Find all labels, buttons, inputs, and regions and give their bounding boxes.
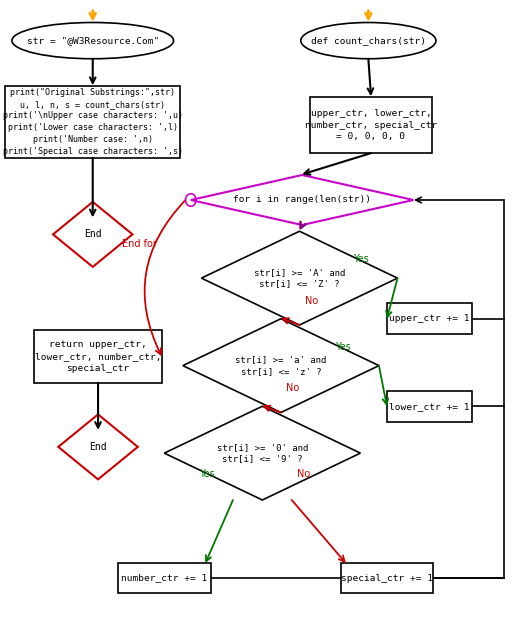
Text: upper_ctr, lower_ctr,
number_ctr, special_ctr
= 0, 0, 0, 0: upper_ctr, lower_ctr, number_ctr, specia… <box>305 109 437 141</box>
FancyBboxPatch shape <box>310 97 432 153</box>
Polygon shape <box>53 202 132 267</box>
Ellipse shape <box>301 22 436 59</box>
Text: Yes: Yes <box>199 469 214 479</box>
Text: upper_ctr += 1: upper_ctr += 1 <box>389 314 470 323</box>
FancyBboxPatch shape <box>5 86 180 158</box>
FancyBboxPatch shape <box>340 563 433 593</box>
FancyBboxPatch shape <box>387 391 472 422</box>
Ellipse shape <box>12 22 173 59</box>
Polygon shape <box>183 319 379 412</box>
Text: special_ctr += 1: special_ctr += 1 <box>341 574 433 582</box>
Text: No: No <box>305 296 318 306</box>
Text: End: End <box>84 229 102 239</box>
Text: str[i] >= 'a' and
str[i] <= 'z' ?: str[i] >= 'a' and str[i] <= 'z' ? <box>235 355 326 376</box>
Text: Yes: Yes <box>335 342 350 352</box>
Text: def count_chars(str): def count_chars(str) <box>311 36 426 45</box>
Text: print("Original Substrings:",str)
u, l, n, s = count_chars(str)
print('\nUpper c: print("Original Substrings:",str) u, l, … <box>3 88 183 156</box>
Text: No: No <box>297 469 310 479</box>
Text: return upper_ctr,
lower_ctr, number_ctr,
special_ctr: return upper_ctr, lower_ctr, number_ctr,… <box>35 340 161 372</box>
FancyBboxPatch shape <box>118 563 210 593</box>
Text: str[i] >= '0' and
str[i] <= '9' ?: str[i] >= '0' and str[i] <= '9' ? <box>217 442 308 464</box>
Polygon shape <box>164 406 360 500</box>
Polygon shape <box>191 175 413 225</box>
Text: str[i] >= 'A' and
str[i] <= 'Z' ?: str[i] >= 'A' and str[i] <= 'Z' ? <box>254 268 345 289</box>
Text: No: No <box>286 383 299 393</box>
Text: End for: End for <box>122 239 157 249</box>
Text: number_ctr += 1: number_ctr += 1 <box>121 574 207 582</box>
Text: for i in range(len(str)): for i in range(len(str)) <box>233 196 371 204</box>
Text: str = "@W3Resource.Com": str = "@W3Resource.Com" <box>26 36 159 45</box>
Text: Yes: Yes <box>354 254 369 264</box>
FancyBboxPatch shape <box>387 303 472 334</box>
FancyBboxPatch shape <box>34 330 162 382</box>
Text: lower_ctr += 1: lower_ctr += 1 <box>389 402 470 411</box>
Polygon shape <box>58 414 138 479</box>
Text: End: End <box>89 442 107 452</box>
Polygon shape <box>201 231 398 325</box>
